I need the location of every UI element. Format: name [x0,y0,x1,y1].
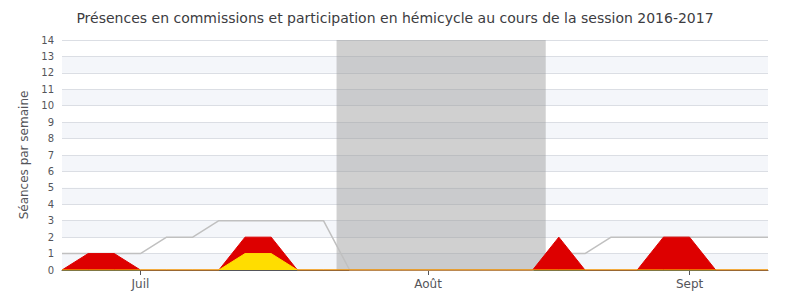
svg-text:3: 3 [48,215,54,226]
svg-text:10: 10 [41,100,54,111]
svg-text:4: 4 [48,199,54,210]
svg-text:8: 8 [48,133,54,144]
svg-text:7: 7 [48,150,54,161]
svg-text:1: 1 [48,248,54,259]
svg-text:Juil: Juil [131,277,150,291]
svg-text:6: 6 [48,166,54,177]
svg-text:Présences en commissions et pa: Présences en commissions et participatio… [76,10,713,26]
svg-text:Août: Août [414,277,442,291]
svg-text:13: 13 [41,51,54,62]
svg-text:11: 11 [41,84,54,95]
svg-text:14: 14 [41,35,54,46]
svg-text:0: 0 [48,265,54,276]
svg-text:9: 9 [48,117,54,128]
svg-text:2: 2 [48,232,54,243]
svg-text:5: 5 [48,182,54,193]
svg-text:Séances par semaine: Séances par semaine [17,91,31,220]
svg-text:12: 12 [41,67,54,78]
svg-text:Sept: Sept [676,277,704,291]
